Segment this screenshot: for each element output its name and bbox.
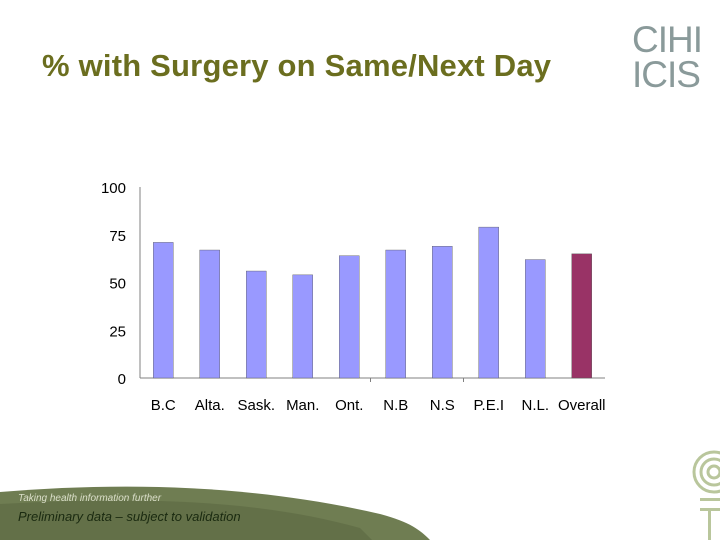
x-tick-label: Alta. [195, 397, 225, 414]
footer-tagline: Taking health information further [18, 493, 162, 504]
x-tick-label: N.B [383, 397, 408, 414]
x-tick-label: P.E.I [473, 397, 504, 414]
bar-overall [571, 253, 592, 379]
y-tick-label: 0 [118, 371, 126, 388]
bar-man [292, 274, 313, 379]
bar-bc [153, 242, 174, 379]
bar-nb [385, 249, 406, 379]
bar-nl [525, 259, 546, 379]
page-title: % with Surgery on Same/Next Day [42, 48, 552, 83]
bar-ont [339, 255, 360, 379]
x-tick-label: B.C [151, 397, 176, 414]
y-tick-label: 50 [109, 276, 126, 293]
x-tick-label: Sask. [237, 397, 275, 414]
y-tick-label: 100 [101, 180, 126, 197]
corner-emblem [692, 450, 720, 540]
bar-sask [246, 270, 267, 379]
x-tick-label: Overall [558, 397, 606, 414]
logo-text-top: CIHI [632, 19, 702, 60]
bar-pei [478, 226, 499, 379]
x-tick-label: N.S [430, 397, 455, 414]
footer-note: Preliminary data – subject to validation [18, 509, 241, 524]
x-axis [140, 377, 605, 382]
y-axis: 0 25 50 75 100 [101, 180, 141, 388]
x-tick-labels: B.C Alta. Sask. Man. Ont. N.B N.S P.E.I N.L. Over… [151, 397, 606, 414]
bars [153, 226, 592, 379]
x-tick-label: Ont. [335, 397, 363, 414]
bar-alta [199, 249, 220, 379]
bar-ns [432, 246, 453, 379]
footer-band [0, 486, 430, 540]
logo-text-bottom: ICIS [632, 54, 700, 92]
y-tick-label: 25 [109, 323, 126, 340]
x-tick-label: N.L. [521, 397, 549, 414]
y-tick-label: 75 [109, 228, 126, 245]
cihi-logo: CIHI ICIS [632, 19, 703, 92]
x-tick-label: Man. [286, 397, 319, 414]
